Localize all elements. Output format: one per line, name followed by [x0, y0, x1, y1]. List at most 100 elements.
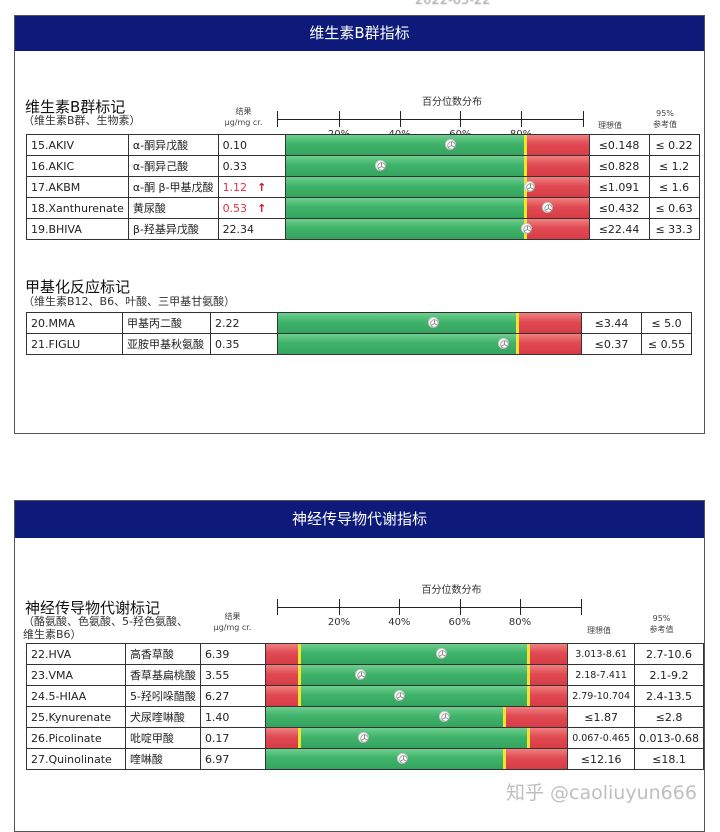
marker-code: 19.BHIVA	[26, 218, 129, 240]
value-text: 0.53	[222, 201, 248, 215]
result-value: 3.55	[199, 664, 266, 686]
table-row: 20.MMA 甲基丙二酸 2.22 ≤3.44 ≤ 5.0	[26, 312, 692, 334]
ideal-value: ≤0.828	[588, 155, 650, 177]
reference-value: ≤ 1.2	[648, 155, 700, 177]
axis-tick	[521, 111, 522, 127]
result-value: 6.39	[199, 643, 266, 665]
percentile-bar	[264, 664, 569, 686]
axis-title: 百分位数分布	[421, 585, 482, 596]
reference-label: 参考值	[653, 120, 677, 129]
axis-tick-label: 80%	[508, 617, 532, 628]
abnormal-zone	[528, 665, 568, 685]
ideal-value: 2.79-10.704	[567, 685, 636, 707]
result-marker-icon	[428, 317, 440, 328]
ideal-value: ≤0.37	[581, 333, 642, 355]
normal-zone	[278, 313, 518, 333]
marker-code: 22.HVA	[26, 643, 126, 665]
abnormal-zone	[265, 686, 299, 706]
ideal-value: 0.067-0.465	[567, 727, 636, 749]
cutoff-line	[523, 135, 527, 155]
abnormal-zone	[517, 313, 581, 333]
ideal-value: ≤12.16	[567, 748, 636, 770]
axis-tick	[339, 111, 340, 127]
group-subtitle: （维生素B12、B6、叶酸、三甲基甘氨酸）	[23, 295, 236, 308]
abnormal-zone	[265, 665, 299, 685]
axis-title: 百分位数分布	[422, 97, 482, 108]
reference-header: 95% 参考值	[640, 108, 690, 130]
cutoff-line	[527, 644, 530, 664]
value-text: 6.39	[204, 647, 230, 661]
percentile-axis	[277, 119, 583, 120]
marker-code: 17.AKBM	[26, 176, 129, 198]
normal-zone	[278, 334, 518, 354]
abnormal-zone	[524, 135, 589, 155]
result-value: 6.27	[199, 685, 266, 707]
value-text: 0.33	[222, 159, 248, 173]
cutoff-line	[527, 665, 530, 685]
abnormal-zone	[528, 686, 568, 706]
normal-zone	[265, 749, 504, 769]
reference-value: 0.013-0.68	[634, 727, 704, 749]
axis-tick	[520, 599, 521, 615]
marker-code: 23.VMA	[26, 664, 126, 686]
value-text: 6.97	[204, 752, 230, 766]
abnormal-zone	[503, 707, 568, 727]
marker-name: 香草基扁桃酸	[124, 664, 201, 686]
marker-name: α-酮异戊酸	[127, 134, 219, 156]
marker-table: 22.HVA 高香草酸 6.39 3.013-8.61 2.7-10.6 23.VMA 香草…	[26, 643, 704, 770]
table-row: 19.BHIVA β-羟基异戊酸 22.34 ≤22.44 ≤ 33.3	[26, 218, 700, 240]
abnormal-zone	[265, 644, 299, 664]
marker-code: 18.Xanthurenate	[26, 197, 129, 219]
result-value: 1.40	[199, 706, 266, 728]
percentile-bar	[264, 643, 569, 665]
result-marker-icon	[444, 139, 456, 150]
table-row: 16.AKIC α-酮异己酸 0.33 ≤0.828 ≤ 1.2	[26, 155, 700, 177]
marker-code: 16.AKIC	[26, 155, 129, 177]
result-value: 0.10	[217, 134, 286, 156]
result-marker-icon	[374, 160, 386, 171]
percentile-bar	[284, 134, 590, 156]
cutoff-line	[516, 313, 520, 333]
group-subtitle: （维生素B群、生物素）	[23, 114, 141, 127]
result-marker-icon	[436, 648, 448, 659]
abnormal-zone	[524, 177, 589, 197]
reference-value: ≤ 1.6	[648, 176, 700, 198]
percentile-bar	[284, 197, 590, 219]
result-value: 0.17	[199, 727, 266, 749]
ideal-value: 3.013-8.61	[567, 643, 636, 665]
value-text: 0.35	[215, 337, 240, 351]
normal-zone	[285, 177, 525, 197]
axis-tick	[339, 599, 340, 615]
value-text: 0.10	[222, 138, 248, 152]
axis-tick	[399, 599, 401, 615]
result-marker-icon	[439, 711, 451, 722]
normal-zone	[285, 219, 525, 239]
table-row: 25.Kynurenate 犬尿喹啉酸 1.40 ≤1.87 ≤2.8	[26, 706, 704, 728]
report-date: 2022-05-22	[415, 0, 491, 8]
result-value: 2.22	[210, 312, 278, 334]
normal-zone	[298, 644, 528, 664]
reference-percent: 95%	[652, 614, 671, 623]
result-value: 0.53 ↑	[217, 197, 286, 219]
reference-value: ≤ 5.0	[641, 312, 692, 334]
table-row: 22.HVA 高香草酸 6.39 3.013-8.61 2.7-10.6	[26, 643, 704, 665]
cutoff-line	[523, 156, 527, 176]
cutoff-line	[527, 728, 530, 748]
cutoff-line	[523, 198, 527, 218]
axis-tick	[459, 599, 461, 615]
marker-table: 20.MMA 甲基丙二酸 2.22 ≤3.44 ≤ 5.0 21.FIGLU 亚胺甲基秋氨酸…	[26, 312, 692, 355]
reference-value: ≤ 0.22	[648, 134, 700, 156]
value-text: 6.27	[204, 689, 230, 703]
result-unit: μg/mg cr.	[224, 118, 263, 127]
table-row: 21.FIGLU 亚胺甲基秋氨酸 0.35 ≤0.37 ≤ 0.55	[26, 333, 692, 355]
result-marker-icon	[497, 338, 509, 349]
axis-tick	[399, 111, 401, 127]
group-title: 甲基化反应标记	[25, 278, 131, 296]
ideal-value: ≤1.87	[567, 706, 636, 728]
result-value: 0.35	[210, 333, 278, 355]
cutoff-line	[297, 665, 301, 685]
ideal-value: 2.18-7.411	[567, 664, 636, 686]
reference-value: ≤ 0.55	[641, 333, 692, 355]
value-text: 2.22	[215, 316, 240, 330]
